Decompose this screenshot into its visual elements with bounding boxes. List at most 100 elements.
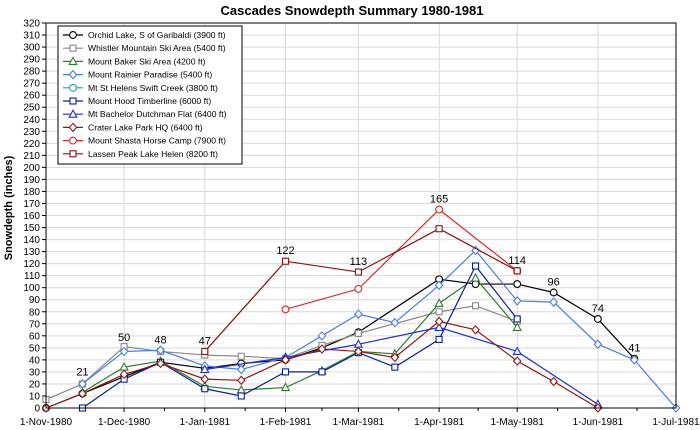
data-point	[512, 322, 522, 331]
series-line	[285, 208, 518, 310]
series-3	[78, 245, 681, 413]
y-tick-label: 240	[23, 115, 40, 126]
y-tick-label: 210	[23, 151, 40, 162]
legend-marker	[69, 150, 77, 158]
x-axis-ticks: 1-Nov-1980 1-Dec-1980 1-Jan-1981 1-Feb-1981…	[20, 408, 700, 428]
data-point	[435, 335, 443, 343]
legend-label: Mount Rainier Paradise (5400 ft)	[88, 70, 212, 80]
data-label: 50	[118, 332, 130, 344]
series-line	[82, 249, 677, 409]
y-tick-label: 150	[23, 223, 40, 234]
data-label: 48	[154, 334, 166, 346]
legend-marker	[69, 83, 77, 92]
x-tick-label: 1-Apr-1981	[414, 417, 464, 428]
y-tick-label: 170	[23, 199, 40, 210]
y-tick-label: 320	[23, 19, 40, 30]
series-0	[42, 275, 639, 412]
data-point	[435, 205, 444, 214]
legend-label: Mount Shasta Horse Camp (7900 ft)	[88, 136, 226, 146]
legend-marker	[68, 122, 78, 133]
y-tick-label: 310	[23, 31, 40, 42]
y-tick-label: 130	[23, 247, 40, 258]
data-point	[201, 347, 209, 356]
y-tick-label: 290	[23, 55, 40, 66]
data-point	[354, 309, 363, 319]
series-line	[45, 305, 518, 401]
data-point	[391, 363, 399, 371]
data-point	[281, 257, 290, 265]
y-axis-label: Snowdepth (inches)	[3, 155, 15, 260]
data-point	[237, 392, 245, 400]
x-tick-label: 1-Feb-1981	[260, 417, 312, 428]
y-tick-label: 140	[23, 235, 40, 246]
data-point	[471, 262, 480, 270]
data-label: 113	[350, 256, 368, 268]
legend-label: Orchid Lake, S of Garibaldi (3900 ft)	[88, 30, 226, 40]
legend-box	[57, 25, 243, 165]
y-tick-label: 200	[23, 163, 40, 174]
x-tick-label: 1-Jan-1981	[180, 417, 231, 428]
x-tick-label: 1-Jul-1981	[652, 417, 700, 428]
data-point	[317, 344, 327, 354]
series-group	[41, 205, 681, 413]
data-point	[156, 358, 165, 369]
chart-title: Cascades Snowdepth Summary 1980-1981	[220, 3, 483, 18]
data-point	[435, 308, 443, 316]
data-point	[318, 368, 326, 376]
y-tick-label: 280	[23, 67, 40, 78]
data-point	[512, 346, 522, 356]
data-point	[281, 355, 290, 365]
y-tick-label: 180	[23, 187, 40, 198]
data-point	[549, 288, 558, 297]
y-tick-label: 110	[24, 271, 40, 282]
legend-label: Mount Hood Timberline (6000 ft)	[88, 96, 211, 106]
data-point	[200, 364, 210, 374]
data-label: 41	[628, 343, 640, 355]
y-axis-ticks: 0 102030405060708090100110120130140150160…	[23, 19, 46, 415]
x-tick-label: 1-Jun-1981	[573, 417, 624, 428]
data-point	[513, 267, 521, 275]
legend-marker	[69, 31, 77, 39]
y-tick-label: 80	[29, 307, 41, 318]
data-point	[281, 368, 290, 376]
y-tick-label: 70	[29, 319, 41, 330]
y-tick-label: 160	[23, 211, 40, 222]
y-tick-label: 10	[29, 391, 41, 402]
series-line	[82, 277, 518, 393]
y-tick-label: 60	[29, 331, 41, 342]
legend-label: Lassen Peak Lake Helen (8200 ft)	[88, 149, 218, 159]
series-7	[41, 316, 603, 413]
data-point	[237, 352, 245, 360]
data-point	[200, 374, 210, 384]
data-point	[156, 345, 165, 356]
data-point	[434, 316, 444, 327]
data-point	[281, 305, 290, 314]
legend-label: Mount Baker Ski Area (4200 ft)	[88, 56, 206, 66]
y-tick-label: 220	[23, 139, 40, 150]
y-tick-label: 0	[34, 404, 40, 415]
y-tick-label: 40	[29, 355, 41, 366]
data-point	[434, 322, 444, 331]
data-point	[390, 352, 400, 363]
y-tick-label: 20	[29, 379, 41, 390]
data-point	[549, 297, 558, 307]
y-tick-label: 90	[29, 295, 41, 306]
legend-marker	[68, 109, 78, 118]
x-tick-label: 1-Nov-1980	[20, 417, 73, 428]
legend: Orchid Lake, S of Garibaldi (3900 ft) Whi…	[57, 25, 243, 165]
y-tick-label: 250	[23, 103, 40, 114]
data-point	[434, 280, 444, 291]
series-line	[204, 326, 599, 405]
y-tick-label: 230	[23, 127, 40, 138]
data-point	[317, 330, 327, 341]
series-9	[201, 225, 521, 356]
data-point	[354, 329, 362, 337]
data-point	[390, 317, 400, 328]
y-tick-label: 120	[23, 259, 40, 270]
data-point	[470, 272, 481, 282]
y-tick-label: 260	[23, 91, 40, 102]
data-label: 21	[76, 367, 88, 379]
plot-frame	[45, 22, 677, 409]
data-point	[513, 315, 521, 323]
